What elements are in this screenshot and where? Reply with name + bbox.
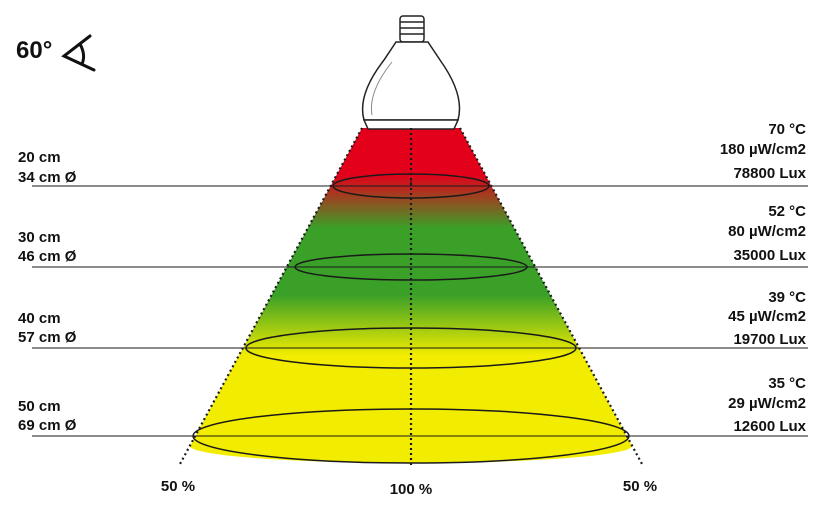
beam-angle-value: 60° [16,37,52,64]
uv-label: 29 µW/cm2 [728,395,806,412]
beam-angle: 60° [16,34,96,72]
diameter-label: 34 cm Ø [18,169,77,186]
temperature-label: 52 °C [768,203,806,220]
lux-label: 35000 Lux [733,247,806,264]
level-2: 30 cm 46 cm Ø 52 °C 80 µW/cm2 35000 Lux [18,203,808,281]
distance-label: 50 cm [18,398,61,415]
temperature-label: 70 °C [768,121,806,138]
distance-label: 40 cm [18,310,61,327]
distance-label: 20 cm [18,149,61,166]
lux-label: 19700 Lux [733,331,806,348]
level-ellipse [294,253,528,281]
diameter-label: 69 cm Ø [18,417,77,434]
light-cone-base [190,429,632,463]
level-ellipse [192,408,630,464]
beam-edge-right [459,127,643,465]
intensity-center-label: 100 % [390,481,433,498]
lux-label: 12600 Lux [733,418,806,435]
uv-label: 45 µW/cm2 [728,308,806,325]
temperature-label: 35 °C [768,375,806,392]
intensity-right-label: 50 % [623,478,657,495]
level-4: 50 cm 69 cm Ø 35 °C 29 µW/cm2 12600 Lux [18,375,808,464]
diameter-label: 57 cm Ø [18,329,77,346]
diameter-label: 46 cm Ø [18,248,77,265]
beam-edge-left [179,127,363,465]
beam-angle-icon [61,34,96,72]
level-ellipse [245,327,577,369]
level-3: 40 cm 57 cm Ø 39 °C 45 µW/cm2 19700 Lux [18,289,808,369]
level-1: 20 cm 34 cm Ø 70 °C 180 µW/cm2 78800 Lux [18,121,808,199]
distance-label: 30 cm [18,229,61,246]
uv-label: 180 µW/cm2 [720,141,806,158]
light-cone [190,128,632,446]
lux-label: 78800 Lux [733,165,806,182]
lamp-bulb-icon [361,15,461,130]
intensity-left-label: 50 % [161,478,195,495]
level-ellipse [332,173,490,199]
intensity-labels: 50 % 100 % 50 % [161,478,657,498]
temperature-label: 39 °C [768,289,806,306]
uv-label: 80 µW/cm2 [728,223,806,240]
